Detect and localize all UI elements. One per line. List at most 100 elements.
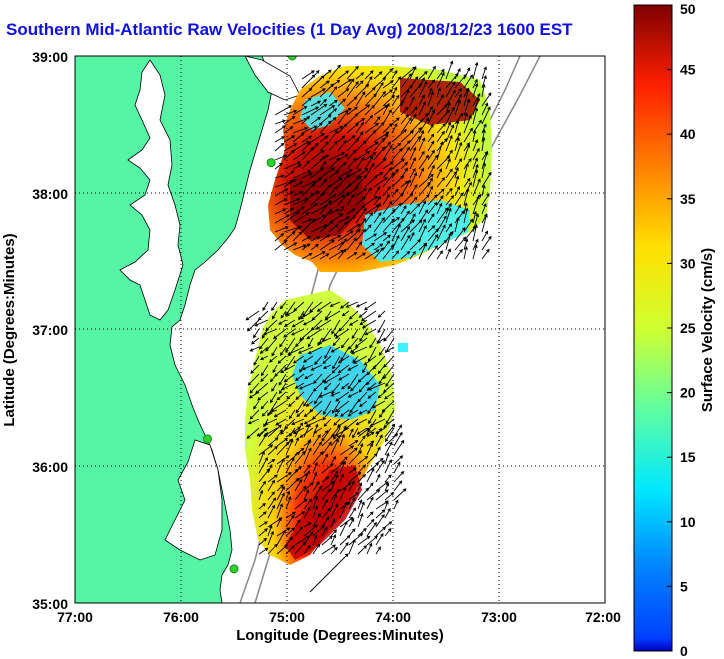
- velocity-arrow: [328, 152, 346, 161]
- velocity-arrow: [258, 432, 268, 447]
- velocity-arrow: [283, 109, 298, 116]
- velocity-arrow: [291, 319, 305, 328]
- velocity-arrow: [472, 107, 479, 125]
- velocity-arrow: [409, 135, 421, 152]
- velocity-arrow: [366, 542, 373, 555]
- velocity-arrow: [302, 355, 314, 363]
- velocity-arrow: [301, 160, 310, 170]
- velocity-arrow: [400, 225, 410, 242]
- velocity-arrow: [427, 164, 435, 179]
- velocity-arrow: [382, 200, 393, 215]
- velocity-arrow: [385, 346, 395, 352]
- velocity-arrow: [385, 427, 395, 443]
- velocity-arrow: [400, 89, 410, 107]
- velocity-arrow: [272, 364, 278, 374]
- velocity-arrow: [301, 70, 315, 80]
- velocity-arrow: [427, 140, 435, 152]
- velocity-arrow: [283, 126, 294, 134]
- velocity-arrow: [273, 328, 287, 340]
- velocity-arrow: [369, 337, 377, 349]
- velocity-arrow: [337, 123, 348, 134]
- velocity-arrow: [358, 382, 368, 393]
- velocity-arrow: [382, 89, 393, 98]
- velocity-arrow: [345, 301, 359, 308]
- velocity-arrow: [391, 129, 408, 143]
- velocity-arrow: [463, 67, 471, 80]
- velocity-arrow: [373, 247, 384, 260]
- velocity-arrow: [302, 319, 314, 326]
- velocity-arrow: [319, 120, 332, 134]
- velocity-arrow: [357, 535, 371, 546]
- velocity-arrow: [355, 80, 364, 89]
- velocity-arrow: [337, 70, 350, 80]
- velocity-arrow: [321, 476, 330, 483]
- velocity-arrow: [472, 178, 481, 197]
- colorbar-tick-label: 50: [680, 1, 696, 17]
- velocity-arrow: [357, 435, 366, 447]
- velocity-arrow: [355, 418, 368, 426]
- velocity-arrow: [301, 183, 315, 197]
- velocity-arrow: [319, 98, 327, 107]
- velocity-arrow: [331, 400, 341, 414]
- velocity-arrow: [303, 489, 310, 501]
- velocity-arrow: [337, 355, 350, 364]
- velocity-arrow: [337, 183, 352, 197]
- velocity-arrow: [427, 228, 439, 242]
- velocity-arrow: [330, 470, 339, 483]
- velocity-arrow: [346, 168, 362, 179]
- velocity-arrow: [352, 427, 359, 439]
- velocity-arrow: [357, 545, 368, 555]
- velocity-arrow: [334, 328, 350, 339]
- velocity-arrow: [330, 435, 341, 447]
- velocity-arrow: [322, 400, 332, 416]
- velocity-arrow: [283, 211, 300, 224]
- velocity-arrow: [329, 301, 341, 307]
- velocity-arrow: [330, 493, 337, 510]
- velocity-arrow: [355, 301, 368, 308]
- velocity-arrow: [472, 92, 481, 107]
- velocity-arrow: [364, 70, 374, 80]
- velocity-arrow: [346, 106, 358, 116]
- velocity-arrow: [355, 151, 371, 161]
- velocity-arrow: [454, 132, 461, 143]
- velocity-arrow: [321, 453, 329, 465]
- velocity-arrow: [418, 242, 427, 260]
- velocity-arrow: [265, 337, 278, 352]
- velocity-arrow: [481, 162, 487, 179]
- chesapeake-bay: [119, 59, 184, 321]
- velocity-arrow: [295, 391, 305, 401]
- velocity-arrow: [400, 205, 407, 215]
- velocity-arrow: [391, 223, 401, 242]
- velocity-arrow: [382, 382, 395, 393]
- velocity-arrow: [349, 400, 359, 414]
- velocity-arrow: [319, 234, 331, 242]
- velocity-arrow: [393, 431, 403, 447]
- velocity-arrow: [373, 116, 381, 125]
- velocity-arrow: [303, 524, 318, 537]
- velocity-arrow: [375, 509, 386, 519]
- velocity-arrow: [294, 498, 308, 510]
- velocity-arrow: [337, 206, 345, 215]
- velocity-arrow: [364, 233, 378, 242]
- velocity-arrow: [285, 457, 295, 474]
- velocity-arrow: [310, 251, 326, 260]
- velocity-arrow: [303, 409, 314, 418]
- velocity-arrow: [384, 441, 393, 456]
- velocity-arrow: [346, 208, 356, 215]
- velocity-arrow: [384, 391, 395, 400]
- velocity-arrow: [357, 499, 363, 510]
- velocity-arrow: [355, 241, 363, 251]
- velocity-arrow: [445, 187, 453, 197]
- velocity-arrow: [319, 83, 335, 98]
- velocity-arrow: [339, 456, 348, 465]
- velocity-arrow: [259, 355, 269, 361]
- velocity-arrow: [341, 310, 350, 317]
- velocity-arrow: [330, 438, 339, 456]
- velocity-arrow: [373, 216, 385, 233]
- velocity-arrow: [312, 543, 321, 555]
- velocity-arrow: [364, 114, 374, 125]
- velocity-arrow: [274, 136, 285, 143]
- velocity-arrow: [314, 391, 323, 405]
- velocity-arrow: [382, 109, 392, 125]
- velocity-arrow: [330, 529, 338, 537]
